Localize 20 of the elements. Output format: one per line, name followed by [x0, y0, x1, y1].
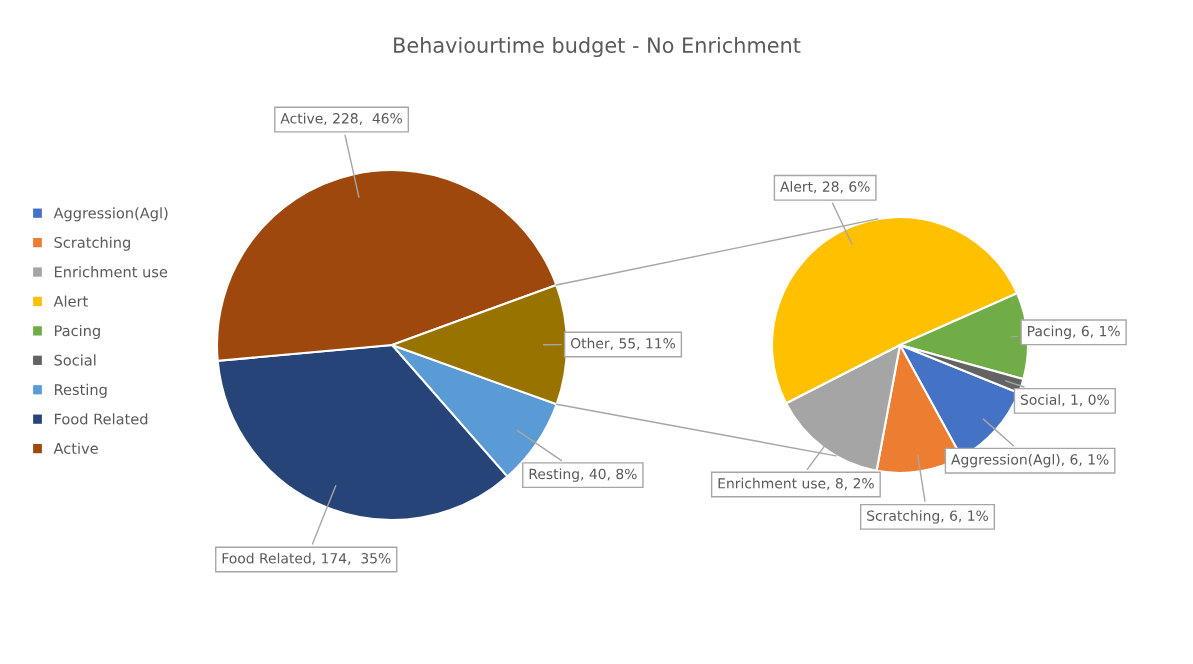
- legend-label: Enrichment use: [54, 266, 168, 278]
- data-label: Enrichment use, 8, 2%: [718, 477, 874, 490]
- legend-label: Scratching: [54, 236, 130, 251]
- legend-label: Pacing: [54, 324, 100, 340]
- chart-title: Behaviourtime budget - No Enrichment: [394, 36, 801, 58]
- data-label: Pacing, 6, 1%: [1028, 325, 1120, 340]
- legend-label: Social: [54, 354, 96, 366]
- data-label: Alert, 28, 6%: [780, 181, 870, 194]
- legend-label: Active: [53, 442, 98, 454]
- legend-label: Aggression(Agl): [53, 207, 168, 222]
- legend-label: Alert: [53, 295, 88, 307]
- legend-label: Resting: [54, 383, 107, 398]
- data-label: Aggression(Agl), 6, 1%: [951, 453, 1109, 468]
- data-label: Social, 1, 0%: [1020, 394, 1109, 407]
- data-label: Scratching, 6, 1%: [867, 510, 989, 524]
- data-label: Active, 228, 46%: [280, 112, 402, 126]
- data-label: Food Related, 174, 35%: [222, 552, 391, 565]
- data-label: Resting, 40, 8%: [529, 468, 637, 482]
- legend-label: Food Related: [54, 413, 148, 425]
- data-label: Other, 55, 11%: [570, 337, 676, 350]
